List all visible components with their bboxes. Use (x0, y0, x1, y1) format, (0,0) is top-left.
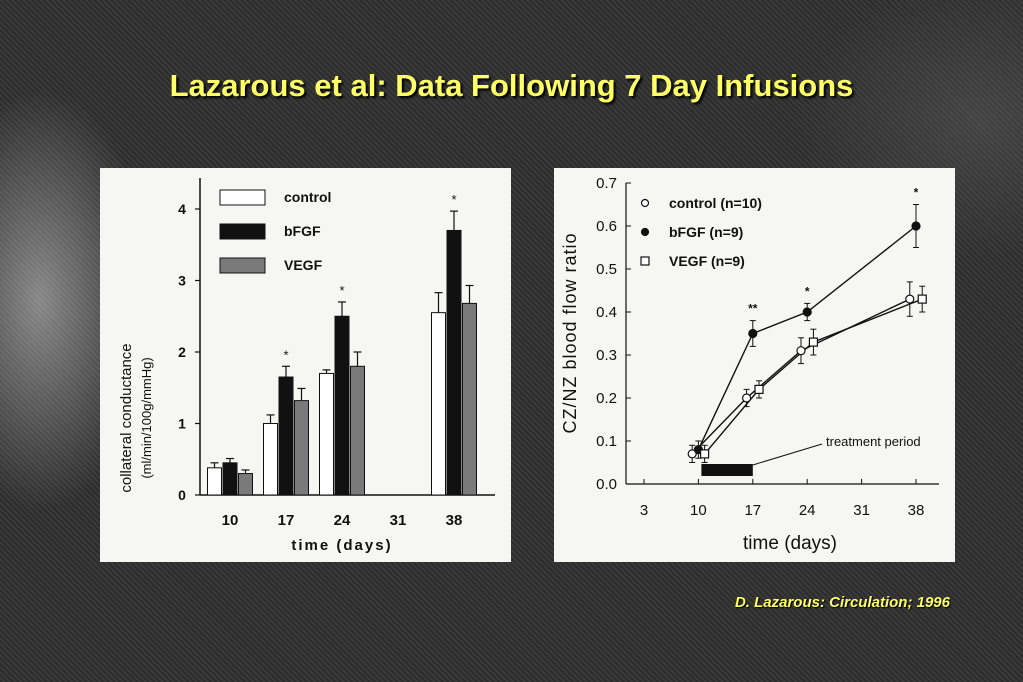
line-chart-panel: CZ/NZ blood flow ratio time (days) 0.0 0.… (554, 168, 955, 562)
legend-swatch (219, 189, 266, 206)
significance-marker: * (914, 186, 919, 200)
line-x-tick-label: 3 (640, 502, 648, 519)
data-point (700, 449, 710, 459)
legend-marker (640, 256, 650, 266)
line-y-tick-label: 0.7 (596, 175, 617, 192)
data-point (741, 393, 752, 403)
collateral-conductance-bar-chart: collateral conductance (ml/min/100g/mmHg… (118, 178, 495, 554)
data-point (796, 346, 806, 356)
bar (294, 400, 309, 496)
bar (238, 473, 253, 496)
bar-x-tick-label: 10 (222, 512, 239, 529)
data-point (905, 294, 915, 304)
data-point (917, 294, 927, 304)
bar-x-tick-label: 38 (446, 512, 463, 529)
bar (431, 312, 446, 496)
legend-label: bFGF (284, 223, 321, 239)
line-x-tick-label: 17 (744, 502, 761, 519)
line-x-tick-label: 24 (799, 502, 816, 519)
bar (278, 376, 294, 496)
legend-marker (640, 198, 650, 208)
data-point (808, 337, 819, 347)
legend-label: control (284, 189, 331, 205)
bar-x-tick-label: 24 (334, 512, 351, 529)
significance-marker: ** (748, 302, 758, 316)
significance-marker: * (805, 284, 810, 298)
line-y-tick-label: 0.4 (596, 304, 617, 321)
bar (319, 372, 334, 496)
legend-label: bFGF (n=9) (669, 224, 743, 240)
line-x-tick-label: 10 (690, 502, 707, 519)
bar-x-axis-label: time (days) (291, 537, 392, 554)
blood-flow-ratio-line-chart: CZ/NZ blood flow ratio time (days) 0.0 0.… (560, 175, 939, 554)
bar (334, 315, 350, 496)
bar-y-axis-unit: (ml/min/100g/mmHg) (139, 357, 154, 478)
bar-y-tick-label: 3 (178, 273, 186, 289)
bar (462, 302, 477, 496)
bar (207, 467, 222, 496)
bar-y-tick-label: 2 (178, 344, 186, 360)
line-y-tick-label: 0.1 (596, 433, 617, 450)
data-point (687, 449, 697, 459)
series-line (704, 298, 923, 455)
treatment-period-bar (701, 464, 753, 476)
line-y-tick-label: 0.2 (596, 390, 617, 407)
bar (263, 423, 278, 496)
bar (222, 462, 238, 496)
data-point (911, 221, 921, 231)
legend-swatch (219, 223, 266, 240)
bar (350, 365, 365, 496)
bar (446, 229, 462, 496)
bar-x-tick-label: 31 (390, 512, 407, 529)
line-x-tick-label: 31 (853, 502, 870, 519)
series-line (697, 225, 917, 450)
line-y-axis-label: CZ/NZ blood flow ratio (560, 232, 580, 433)
line-y-tick-label: 0.3 (596, 347, 617, 364)
data-point (754, 384, 764, 394)
data-point (748, 328, 758, 339)
line-x-axis-label: time (days) (743, 533, 837, 554)
significance-marker: * (451, 192, 456, 207)
line-y-tick-label: 0.5 (596, 261, 617, 278)
slide-title: Lazarous et al: Data Following 7 Day Inf… (169, 68, 854, 103)
bar-x-tick-label: 17 (278, 512, 295, 529)
bar-y-tick-label: 0 (178, 487, 186, 503)
line-x-tick-label: 38 (908, 502, 925, 519)
legend-label: VEGF (284, 257, 323, 273)
significance-marker: * (283, 347, 288, 362)
bar-y-tick-label: 4 (178, 201, 186, 217)
bar-y-tick-label: 1 (178, 416, 186, 432)
treatment-pointer-line (752, 443, 823, 466)
line-y-tick-label: 0.6 (596, 218, 617, 235)
bar-chart-panel: collateral conductance (ml/min/100g/mmHg… (100, 168, 511, 562)
data-point (802, 307, 812, 317)
citation: D. Lazarous: Circulation; 1996 (734, 594, 950, 611)
legend-label: control (n=10) (669, 195, 762, 211)
legend-swatch (219, 257, 266, 274)
bar-y-axis-label: collateral conductance (118, 343, 135, 492)
line-y-tick-label: 0.0 (596, 476, 617, 493)
significance-marker: * (339, 283, 344, 298)
legend-label: VEGF (n=9) (669, 253, 745, 269)
treatment-period-label: treatment period (826, 434, 921, 449)
legend-marker (640, 227, 650, 237)
